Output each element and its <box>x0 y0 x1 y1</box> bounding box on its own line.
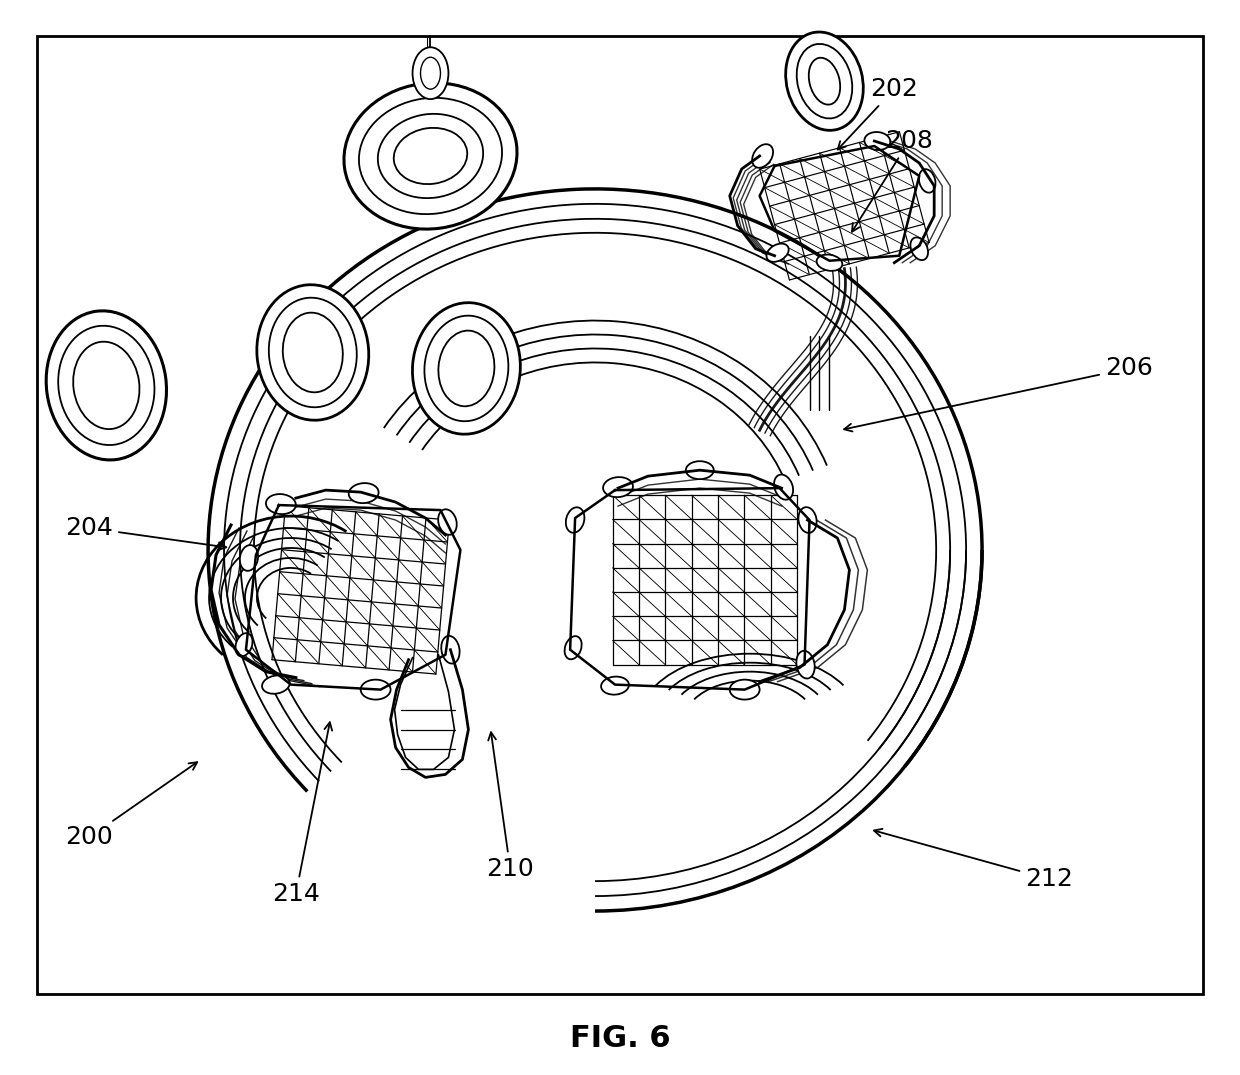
Text: 212: 212 <box>874 829 1073 891</box>
Ellipse shape <box>910 238 928 260</box>
Ellipse shape <box>786 32 863 130</box>
Ellipse shape <box>358 98 502 214</box>
Ellipse shape <box>603 477 632 497</box>
Ellipse shape <box>729 679 760 700</box>
Ellipse shape <box>441 636 460 663</box>
Ellipse shape <box>753 144 773 168</box>
Text: 204: 204 <box>66 516 226 550</box>
Ellipse shape <box>564 636 582 659</box>
Ellipse shape <box>239 545 258 571</box>
Ellipse shape <box>919 169 935 192</box>
Ellipse shape <box>378 114 484 198</box>
Ellipse shape <box>283 313 342 392</box>
Ellipse shape <box>413 47 449 99</box>
Ellipse shape <box>236 633 253 657</box>
Ellipse shape <box>348 483 378 503</box>
Ellipse shape <box>438 510 456 534</box>
Ellipse shape <box>799 507 817 533</box>
Ellipse shape <box>439 331 495 406</box>
Ellipse shape <box>817 255 842 271</box>
Ellipse shape <box>46 311 166 460</box>
Ellipse shape <box>864 132 890 150</box>
Ellipse shape <box>420 57 440 89</box>
Ellipse shape <box>73 342 139 429</box>
Text: 208: 208 <box>852 129 934 232</box>
Bar <box>36 37 1204 993</box>
Ellipse shape <box>686 461 714 479</box>
Ellipse shape <box>257 285 368 420</box>
Ellipse shape <box>796 650 815 678</box>
Text: FIG. 6: FIG. 6 <box>569 1024 671 1054</box>
Ellipse shape <box>361 679 391 700</box>
Ellipse shape <box>796 44 852 118</box>
Ellipse shape <box>774 474 794 500</box>
Ellipse shape <box>601 676 629 694</box>
Ellipse shape <box>262 675 290 693</box>
Ellipse shape <box>808 58 841 104</box>
Ellipse shape <box>424 316 508 421</box>
Ellipse shape <box>58 326 155 445</box>
Ellipse shape <box>565 507 584 533</box>
Ellipse shape <box>343 83 517 229</box>
Ellipse shape <box>269 298 357 407</box>
Ellipse shape <box>766 244 789 262</box>
Ellipse shape <box>394 128 467 184</box>
Ellipse shape <box>265 494 296 514</box>
Ellipse shape <box>413 303 521 434</box>
Text: 210: 210 <box>486 732 534 882</box>
Text: 200: 200 <box>66 762 197 849</box>
Text: 214: 214 <box>272 722 332 906</box>
Text: 202: 202 <box>838 77 919 149</box>
Text: 206: 206 <box>844 357 1153 431</box>
